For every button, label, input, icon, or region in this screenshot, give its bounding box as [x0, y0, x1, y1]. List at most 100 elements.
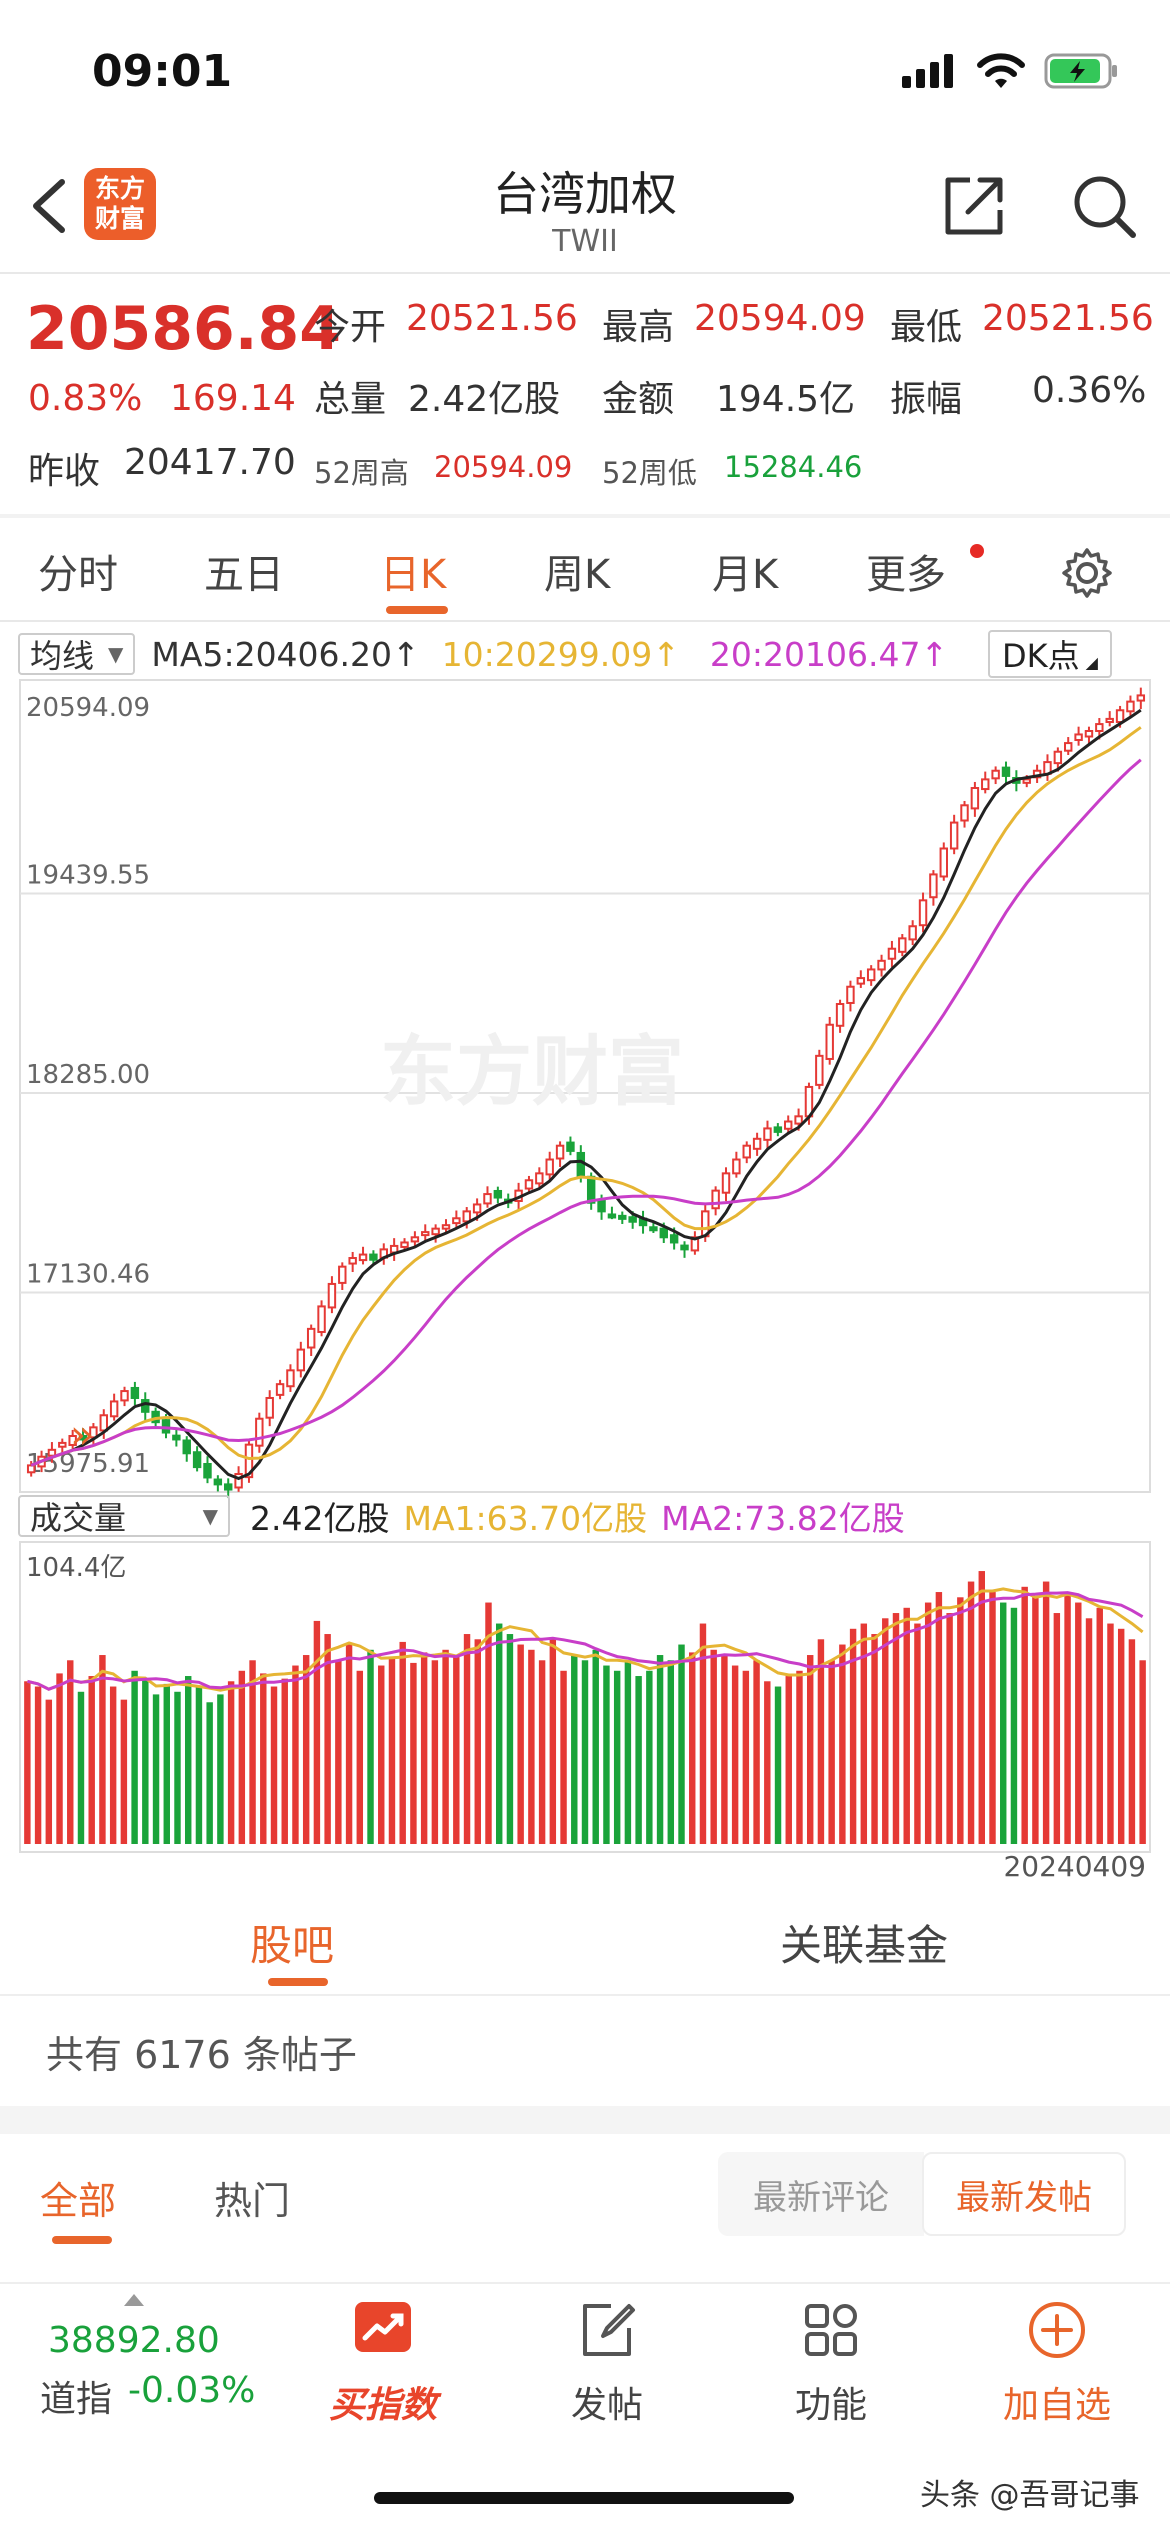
nav-divider — [0, 272, 1170, 274]
kline-chart[interactable]: 20594.09 19439.55 18285.00 17130.46 15975.91… — [0, 622, 1170, 1884]
volume-bar — [849, 1628, 857, 1844]
volume-bar — [281, 1678, 288, 1844]
community-section: 股吧 关联基金 共有 6176 条帖子 全部 热门 最新评论 最新发帖 — [0, 1888, 1170, 2532]
candle-body — [835, 1003, 845, 1027]
volume-bar — [699, 1623, 707, 1844]
candle-body — [234, 1473, 243, 1489]
tab-guba[interactable]: 股吧 — [250, 1921, 335, 1970]
candle-body — [26, 1464, 36, 1474]
low-value: 20521.56 — [982, 298, 1154, 339]
up-triangle-icon — [124, 2294, 144, 2306]
volume-bar — [45, 1699, 53, 1844]
home-indicator[interactable] — [374, 2492, 794, 2504]
candle-body — [763, 1127, 772, 1141]
nav-functions[interactable]: 功能 — [746, 2298, 916, 2428]
share-icon[interactable] — [940, 170, 1010, 240]
buy-index-label: 买指数 — [328, 2385, 437, 2426]
ma-legend-bar: 均线 ▼ MA5:20406.20↑ 10:20299.09↑ 20:20106… — [18, 632, 948, 676]
change-percent: 0.83% — [28, 378, 143, 419]
kline-chart-area[interactable]: 20594.09 19439.55 18285.00 17130.46 15975.91… — [0, 622, 1170, 1884]
candle-body — [1074, 733, 1083, 741]
notification-dot — [970, 544, 984, 558]
dji-label[interactable]: 道指 — [40, 2379, 113, 2420]
nav-add-watchlist[interactable]: 加自选 — [972, 2298, 1142, 2428]
edit-icon — [583, 2304, 635, 2356]
volume-bar — [431, 1660, 439, 1844]
volume-bar — [914, 1623, 921, 1844]
tab-monthly-k[interactable]: 月K — [712, 552, 779, 598]
volume-bar — [1096, 1607, 1103, 1844]
volume-bar — [249, 1660, 256, 1844]
volume-bar — [260, 1673, 267, 1844]
dji-change[interactable]: -0.03% — [128, 2370, 256, 2411]
candle-body — [659, 1227, 668, 1239]
guba-tab-indicator — [268, 1978, 328, 1986]
gear-icon[interactable] — [1060, 546, 1114, 600]
tab-more[interactable]: 更多 — [866, 552, 946, 598]
ma-selector[interactable]: 均线 ▼ — [18, 633, 136, 675]
add-circle-icon — [1029, 2302, 1085, 2358]
volume-bar — [882, 1618, 889, 1844]
volume-bar — [302, 1655, 310, 1844]
volume-selector-label: 成交量 — [30, 1499, 127, 1537]
candle-body — [1105, 717, 1114, 724]
dropdown-arrow-icon: ▼ — [202, 1504, 218, 1528]
volume-bar — [99, 1655, 106, 1844]
candle-body — [991, 769, 1000, 780]
candle-body — [1001, 766, 1011, 777]
active-tab-indicator — [386, 606, 448, 614]
filter-all[interactable]: 全部 — [40, 2179, 117, 2223]
volume-bar — [1117, 1628, 1125, 1844]
volume-bar — [678, 1644, 685, 1844]
candle-body — [773, 1126, 783, 1133]
candle-body — [784, 1120, 793, 1130]
candle-body — [649, 1226, 658, 1232]
volume-selector[interactable]: 成交量 ▼ — [18, 1495, 230, 1537]
volume-bar — [227, 1681, 235, 1844]
nav-buy-index[interactable]: 买指数 — [298, 2298, 468, 2428]
price-frame — [19, 679, 1151, 1493]
dji-value[interactable]: 38892.80 — [48, 2320, 220, 2361]
tab-five-day[interactable]: 五日 — [204, 552, 284, 598]
candle-body — [109, 1400, 119, 1418]
sort-latest-comment[interactable]: 最新评论 — [718, 2152, 924, 2236]
tab-daily-k[interactable]: 日K — [380, 552, 447, 598]
volume-bar — [270, 1686, 278, 1844]
filter-hot[interactable]: 热门 — [214, 2179, 291, 2223]
candle-body — [752, 1137, 762, 1150]
tab-related-funds[interactable]: 关联基金 — [780, 1921, 949, 1970]
volume-bar — [24, 1681, 31, 1844]
search-icon[interactable] — [1070, 172, 1138, 240]
volume-bar — [1075, 1602, 1082, 1844]
candle-body — [607, 1213, 617, 1219]
dk-point-button[interactable]: DK点 ◢ — [988, 630, 1112, 678]
open-value: 20521.56 — [406, 298, 578, 339]
candle-body — [78, 1434, 88, 1441]
volume-bar — [689, 1652, 696, 1844]
wifi-icon — [977, 53, 1025, 88]
nav-post[interactable]: 发帖 — [522, 2298, 692, 2428]
period-tabs: 分时 五日 日K 周K 月K 更多 — [0, 520, 1170, 620]
ma5-value: MA5:20406.20↑ — [151, 634, 420, 674]
candle-body — [462, 1210, 471, 1223]
tab-intraday[interactable]: 分时 — [38, 552, 118, 598]
back-arrow-icon[interactable] — [26, 176, 76, 236]
add-watchlist-label: 加自选 — [1002, 2385, 1111, 2426]
candle-body — [545, 1158, 554, 1176]
volume-bar — [592, 1649, 599, 1844]
volume-bar — [206, 1702, 213, 1844]
candle-body — [431, 1227, 440, 1236]
candle-body — [815, 1054, 824, 1086]
volume-bar — [410, 1662, 417, 1844]
candle-body — [400, 1241, 409, 1248]
amplitude-label: 振幅 — [890, 379, 963, 420]
tab-weekly-k[interactable]: 周K — [544, 552, 611, 598]
y-tick-label: 18285.00 — [26, 1060, 150, 1090]
candle-body — [690, 1236, 700, 1252]
volume-bar — [957, 1597, 964, 1844]
sort-latest-post[interactable]: 最新发帖 — [922, 2152, 1126, 2236]
candle-body — [524, 1179, 534, 1190]
volume-bar — [560, 1670, 567, 1844]
candle-body — [286, 1369, 295, 1388]
trend-chart-icon — [355, 2302, 411, 2352]
